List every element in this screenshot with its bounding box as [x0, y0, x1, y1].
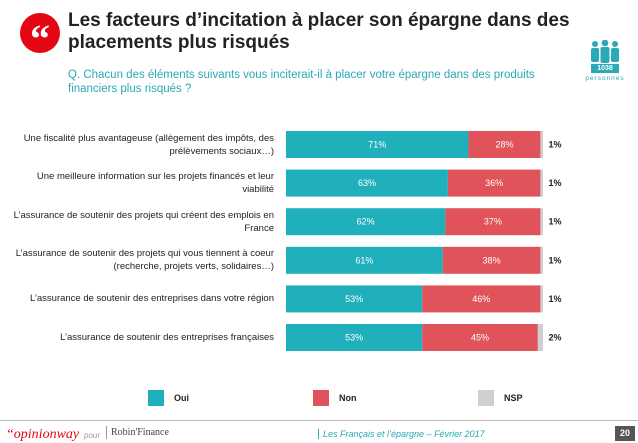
footer-pour: pour: [84, 431, 101, 440]
bar-oui: [286, 285, 423, 313]
bar-non: [468, 131, 541, 158]
question-text: Q. Chacun des éléments suivants vous inc…: [68, 69, 535, 95]
bar-nsp: [537, 324, 543, 351]
bar-non: [422, 324, 538, 351]
legend-oui-label: Oui: [174, 393, 189, 403]
legend-oui-swatch: [148, 390, 164, 406]
stacked-bar-chart: 71% 28% 1% 63% 36% 1% 62% 37% 1% 61% 38% 1% 53% 46% 1%…: [286, 131, 562, 351]
page-number: 20: [615, 426, 635, 441]
data-label-nsp: 1%: [548, 294, 561, 304]
category-label: L’assurance de soutenir des entreprises …: [60, 332, 274, 343]
data-label-nsp: 2%: [548, 333, 561, 343]
quote-mark-icon: “: [20, 13, 60, 61]
people-icon: [591, 39, 619, 63]
bar-nsp: [540, 169, 543, 197]
data-label-oui: 53%: [345, 333, 363, 343]
bar-nsp: [540, 131, 543, 158]
bar-non: [445, 208, 541, 236]
bar-non: [422, 285, 541, 313]
bar-non: [442, 246, 541, 274]
legend-nsp-swatch: [478, 390, 494, 406]
data-label-nsp: 1%: [548, 217, 561, 227]
data-label-oui: 71%: [368, 140, 386, 150]
legend-non: Non: [313, 390, 357, 406]
bar-oui: [286, 324, 423, 351]
bar-oui: [286, 131, 469, 158]
data-label-oui: 53%: [345, 294, 363, 304]
category-label: L’assurance de soutenir des projets qui …: [15, 248, 274, 273]
bar-oui: [286, 208, 446, 236]
data-label-non: 36%: [485, 178, 503, 188]
opinionway-logo: “opinionway: [6, 427, 80, 442]
category-label: Une fiscalité plus avantageuse (allègeme…: [23, 132, 274, 157]
page-title: Les facteurs d’incitation à placer son é…: [68, 10, 570, 53]
bar-oui: [286, 169, 448, 197]
bar-nsp: [540, 285, 543, 313]
sample-size-badge: 1038 personnes: [585, 39, 625, 90]
category-label: Une meilleure information sur les projet…: [36, 171, 274, 196]
footer-divider: [0, 420, 638, 421]
data-label-nsp: 1%: [548, 178, 561, 188]
data-label-oui: 61%: [355, 255, 373, 265]
bar-non: [447, 169, 541, 197]
category-label: L’assurance de soutenir des entreprises …: [30, 293, 274, 305]
data-label-oui: 62%: [357, 217, 375, 227]
sample-count: 1038: [591, 64, 619, 73]
data-label-nsp: 1%: [548, 140, 561, 150]
legend-nsp-label: NSP: [504, 393, 523, 403]
data-label-non: 45%: [471, 333, 489, 343]
data-label-non: 37%: [484, 217, 502, 227]
legend-non-label: Non: [339, 393, 357, 403]
data-label-non: 46%: [472, 294, 490, 304]
legend-nsp: NSP: [478, 390, 523, 406]
bar-nsp: [540, 246, 543, 274]
partner-logo: Robin'Finance: [106, 426, 173, 439]
bar-nsp: [540, 208, 543, 236]
bar-oui: [286, 246, 443, 274]
category-label: L’assurance de soutenir des projets qui …: [13, 209, 274, 234]
legend-oui: Oui: [148, 390, 189, 406]
data-label-non: 28%: [495, 140, 513, 150]
data-label-nsp: 1%: [548, 255, 561, 265]
legend-non-swatch: [313, 390, 329, 406]
data-label-non: 38%: [483, 255, 501, 265]
sample-label: personnes: [585, 75, 625, 82]
data-label-oui: 63%: [358, 178, 376, 188]
footer-text: Les Français et l’épargne – Février 2017: [318, 429, 485, 439]
